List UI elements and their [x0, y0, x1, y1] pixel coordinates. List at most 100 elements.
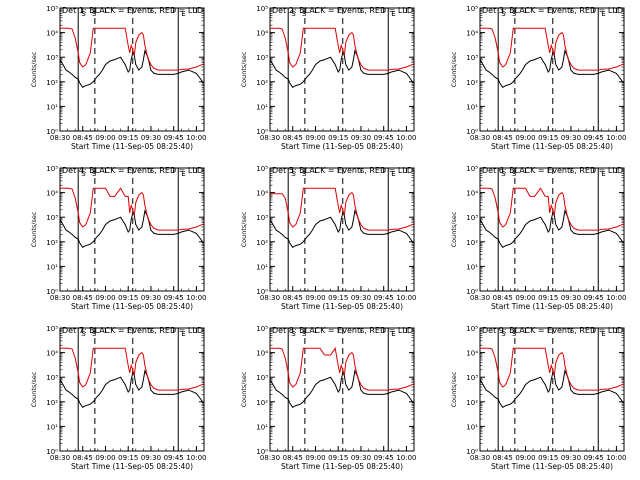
y-tick-label: 10¹: [256, 103, 268, 111]
x-tick-label: 09:15: [538, 134, 558, 142]
x-axis-label: Start Time (11-Sep-05 08:25:40): [281, 142, 403, 151]
marker-flag-label: S: [291, 10, 296, 18]
plot-frame: [479, 327, 625, 452]
events-series-line: [269, 49, 415, 88]
x-axis-label: Start Time (11-Sep-05 08:25:40): [71, 142, 193, 151]
marker-flag-label: S: [512, 170, 517, 178]
chart-title: Det 9: BLACK = Events, RED = LLD: [482, 326, 623, 335]
y-axis-label: Counts/sec: [240, 211, 248, 247]
y-tick-label: 10⁴: [256, 30, 268, 38]
events-series-line: [479, 369, 625, 408]
plot-frame: [269, 167, 415, 292]
chart-title: Det 8: BLACK = Events, RED = LLD: [272, 326, 413, 335]
x-tick-label: 09:30: [561, 454, 581, 462]
chart-title: Det 6: BLACK = Events, RED = LLD: [482, 166, 623, 175]
x-tick-label: 09:15: [538, 454, 558, 462]
x-tick-label: 10:00: [606, 134, 626, 142]
x-tick-label: 08:30: [470, 294, 490, 302]
marker-flag-label: S: [291, 170, 296, 178]
y-tick-label: 10⁰: [466, 128, 478, 136]
x-tick-label: 09:30: [351, 134, 371, 142]
y-tick-label: 10²: [46, 239, 58, 247]
y-tick-label: 10⁵: [256, 5, 268, 13]
x-tick-label: 09:00: [515, 134, 535, 142]
events-series-line: [269, 369, 415, 408]
x-tick-label: 09:30: [561, 294, 581, 302]
events-series-line: [59, 49, 205, 88]
x-tick-label: 09:45: [164, 134, 184, 142]
y-tick-label: 10⁵: [46, 5, 58, 13]
x-tick-label: 09:15: [118, 294, 138, 302]
x-tick-label: 09:00: [305, 134, 325, 142]
y-axis-label: Counts/sec: [240, 371, 248, 407]
x-tick-label: 10:00: [186, 454, 206, 462]
x-axis-label: Start Time (11-Sep-05 08:25:40): [491, 142, 613, 151]
y-tick-label: 10³: [466, 54, 478, 62]
x-axis-label: Start Time (11-Sep-05 08:25:40): [281, 302, 403, 311]
y-tick-label: 10²: [466, 399, 478, 407]
y-axis-label: Counts/sec: [450, 371, 458, 407]
y-tick-label: 10³: [256, 374, 268, 382]
events-series-line: [59, 369, 205, 408]
marker-flag-label: S: [291, 330, 296, 338]
x-tick-label: 09:45: [374, 294, 394, 302]
marker-flag-label: S: [81, 330, 86, 338]
x-tick-label: 08:45: [493, 294, 513, 302]
y-tick-label: 10¹: [46, 263, 58, 271]
chart-title: Det 5: BLACK = Events, RED = LLD: [272, 166, 413, 175]
lld-series-line: [60, 27, 205, 71]
y-tick-label: 10⁰: [256, 448, 268, 456]
y-tick-label: 10¹: [466, 423, 478, 431]
x-tick-label: 10:00: [606, 454, 626, 462]
marker-flag-label: E: [181, 330, 185, 338]
y-tick-label: 10⁰: [256, 128, 268, 136]
marker-flag-label: E: [391, 170, 395, 178]
marker-flag-label: S: [512, 10, 517, 18]
y-tick-label: 10⁰: [46, 128, 58, 136]
x-tick-label: 10:00: [186, 294, 206, 302]
y-tick-label: 10³: [46, 54, 58, 62]
y-tick-label: 10²: [256, 239, 268, 247]
x-tick-label: 08:30: [50, 134, 70, 142]
x-tick-label: 09:15: [328, 454, 348, 462]
x-tick-label: 08:30: [260, 454, 280, 462]
y-tick-label: 10⁵: [256, 325, 268, 333]
x-tick-label: 09:00: [95, 294, 115, 302]
x-tick-label: 09:45: [164, 454, 184, 462]
x-tick-label: 10:00: [606, 294, 626, 302]
marker-flag-label: S: [302, 170, 307, 178]
y-tick-label: 10⁵: [256, 165, 268, 173]
y-tick-label: 10¹: [46, 103, 58, 111]
plot-frame: [479, 7, 625, 132]
marker-flag-label: S: [501, 330, 506, 338]
plot-frame: [269, 327, 415, 452]
x-tick-label: 10:00: [186, 134, 206, 142]
y-axis-label: Counts/sec: [240, 51, 248, 87]
chart-title: Det 3: BLACK = Events, RED = LLD: [482, 6, 623, 15]
x-tick-label: 09:15: [118, 134, 138, 142]
x-tick-label: 09:45: [584, 294, 604, 302]
marker-flag-label: E: [601, 170, 605, 178]
lld-series-line: [60, 187, 205, 231]
x-tick-label: 08:30: [470, 454, 490, 462]
x-tick-label: 09:45: [584, 454, 604, 462]
lld-series-line: [480, 27, 625, 71]
x-tick-label: 09:30: [351, 454, 371, 462]
y-tick-label: 10⁴: [46, 350, 58, 358]
x-tick-label: 08:45: [73, 294, 93, 302]
plot-frame: [59, 167, 205, 292]
x-tick-label: 08:30: [470, 134, 490, 142]
marker-flag-label: S: [92, 10, 97, 18]
y-tick-label: 10¹: [46, 423, 58, 431]
y-tick-label: 10³: [256, 214, 268, 222]
y-tick-label: 10⁴: [256, 190, 268, 198]
marker-flag-label: S: [81, 10, 86, 18]
marker-flag-label: E: [601, 10, 605, 18]
events-series-line: [59, 209, 205, 248]
